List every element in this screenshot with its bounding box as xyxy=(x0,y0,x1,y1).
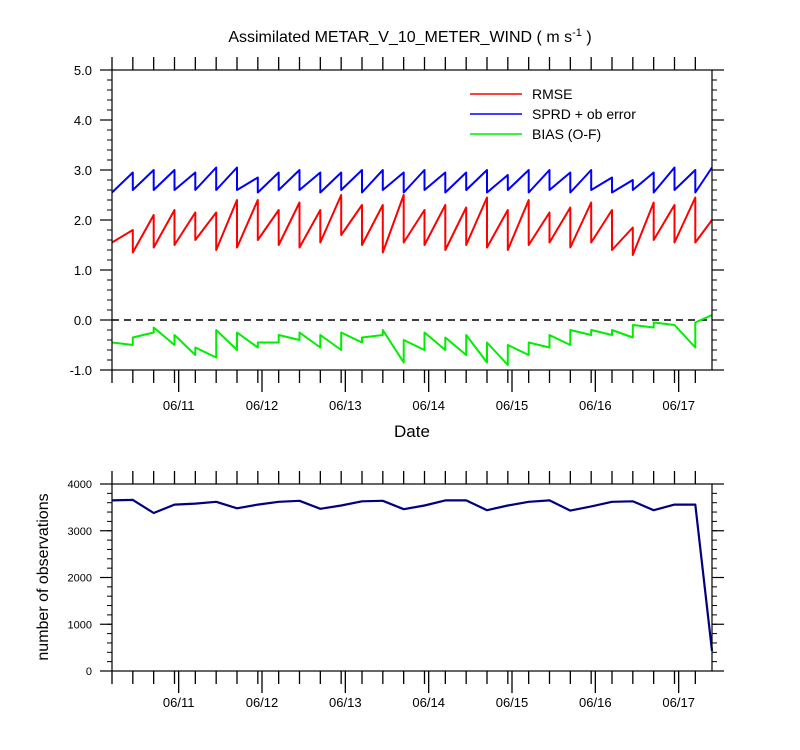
x-tick-label: 06/13 xyxy=(329,398,362,413)
bottom-plot-frame xyxy=(111,483,713,672)
x-tick-label: 06/15 xyxy=(496,398,529,413)
x-tick-label: 06/11 xyxy=(163,398,195,413)
y-tick-label: 4000 xyxy=(68,479,92,491)
top-chart: Assimilated METAR_V_10_METER_WIND ( m s-… xyxy=(70,27,724,441)
top-x-axis-label: Date xyxy=(394,422,430,441)
series-line-sprd-ob-error xyxy=(111,166,713,194)
top-chart-title: Assimilated METAR_V_10_METER_WIND ( m s-… xyxy=(228,27,591,46)
y-tick-label: 0 xyxy=(86,666,92,678)
bottom-ticks-group: 06/11 06/12 06/13 06/14 06/15 06/16 06/17 0 1000… xyxy=(68,471,724,710)
y-tick-label: 3.0 xyxy=(74,163,92,178)
y-tick-label: 3000 xyxy=(68,526,92,538)
top-ticks-group: 06/11 06/12 06/13 06/14 06/15 06/16 06/17 -1.0 0… xyxy=(70,57,724,413)
x-tick-label: 06/16 xyxy=(579,695,612,710)
bottom-series-group xyxy=(111,498,714,652)
y-tick-label: -1.0 xyxy=(70,363,92,378)
y-tick-label: 2.0 xyxy=(74,213,92,228)
top-legend: RMSE SPRD + ob error BIAS (O-F) xyxy=(470,86,636,142)
bottom-y-axis-label: number of observations xyxy=(35,493,52,660)
x-tick-label: 06/12 xyxy=(246,695,279,710)
y-tick-label: 5.0 xyxy=(74,63,92,78)
series-line-bias-o-f xyxy=(111,314,713,366)
legend-label: RMSE xyxy=(532,86,572,102)
x-tick-label: 06/14 xyxy=(412,398,445,413)
series-line-rmse xyxy=(111,194,713,256)
legend-label: SPRD + ob error xyxy=(532,106,636,122)
x-tick-label: 06/15 xyxy=(496,695,529,710)
bottom-chart: 06/11 06/12 06/13 06/14 06/15 06/16 06/17 0 1000… xyxy=(35,471,724,710)
x-tick-label: 06/17 xyxy=(662,398,695,413)
x-tick-label: 06/12 xyxy=(246,398,279,413)
x-tick-label: 06/14 xyxy=(412,695,445,710)
y-tick-label: 4.0 xyxy=(74,113,92,128)
x-tick-label: 06/16 xyxy=(579,398,612,413)
y-tick-label: 2000 xyxy=(68,573,92,585)
top-series-group xyxy=(111,166,713,366)
y-tick-label: 1000 xyxy=(68,619,92,631)
x-tick-label: 06/13 xyxy=(329,695,362,710)
y-tick-label: 1.0 xyxy=(74,263,92,278)
series-line-number-of-observations xyxy=(111,498,714,652)
x-tick-label: 06/17 xyxy=(662,695,695,710)
legend-label: BIAS (O-F) xyxy=(532,126,601,142)
y-tick-label: 0.0 xyxy=(74,313,92,328)
x-tick-label: 06/11 xyxy=(163,695,195,710)
